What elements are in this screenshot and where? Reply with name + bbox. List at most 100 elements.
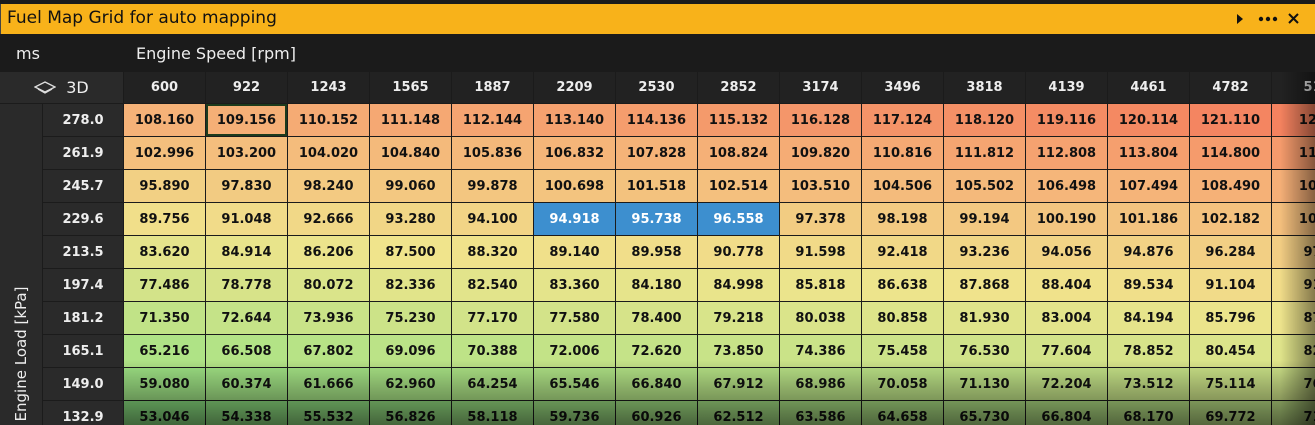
map-cell: 81.930	[944, 302, 1025, 334]
map-cell: 94.918	[534, 203, 615, 235]
map-cell: 83.360	[534, 269, 615, 301]
map-cell: 113.140	[534, 104, 615, 136]
map-cell: 88.320	[452, 236, 533, 268]
map-cell: 78.778	[206, 269, 287, 301]
map-cell: 109.156	[206, 104, 287, 136]
map-cell: 96.558	[698, 203, 779, 235]
column-header: 600	[124, 72, 205, 103]
column-header: 2530	[616, 72, 697, 103]
map-cell: 115	[1272, 137, 1315, 169]
column-header: 51	[1272, 72, 1315, 103]
map-cell: 70.058	[862, 368, 943, 400]
map-cell: 68.986	[780, 368, 861, 400]
map-cell: 106.498	[1026, 170, 1107, 202]
map-cell: 78.400	[616, 302, 697, 334]
column-header: 4461	[1108, 72, 1189, 103]
map-cell: 89.140	[534, 236, 615, 268]
map-cell: 101.186	[1108, 203, 1189, 235]
map-cell: 107.828	[616, 137, 697, 169]
map-cell: 114.800	[1190, 137, 1271, 169]
view-3d-button[interactable]: 3D	[0, 72, 123, 103]
map-cell: 82	[1272, 335, 1315, 367]
column-header: 1243	[288, 72, 369, 103]
row-label: 165.1	[43, 335, 123, 367]
column-header: 3496	[862, 72, 943, 103]
map-cell: 55.532	[288, 401, 369, 425]
map-cell: 80.454	[1190, 335, 1271, 367]
map-cell: 62.960	[370, 368, 451, 400]
window-title: Fuel Map Grid for auto mapping	[7, 8, 277, 28]
map-cell: 104.506	[862, 170, 943, 202]
map-cell: 90.778	[698, 236, 779, 268]
map-cell: 68.170	[1108, 401, 1189, 425]
map-cell: 100.190	[1026, 203, 1107, 235]
map-cell: 80.072	[288, 269, 369, 301]
map-cell: 115.132	[698, 104, 779, 136]
map-cell: 66.840	[616, 368, 697, 400]
map-cell: 77.486	[124, 269, 205, 301]
column-header: 3818	[944, 72, 1025, 103]
map-cell: 93.280	[370, 203, 451, 235]
map-cell: 62.512	[698, 401, 779, 425]
map-cell: 89.756	[124, 203, 205, 235]
map-cell: 89.958	[616, 236, 697, 268]
window-controls[interactable]	[1231, 10, 1311, 28]
map-cell: 75.114	[1190, 368, 1271, 400]
map-cell: 109.820	[780, 137, 861, 169]
map-cell: 65.546	[534, 368, 615, 400]
map-cell: 102.182	[1190, 203, 1271, 235]
map-cell: 72.644	[206, 302, 287, 334]
map-cell: 73.512	[1108, 368, 1189, 400]
map-cell: 67.912	[698, 368, 779, 400]
map-cell: 83.620	[124, 236, 205, 268]
map-cell: 91.104	[1190, 269, 1271, 301]
map-cell: 112.144	[452, 104, 533, 136]
view-3d-text: 3D	[66, 78, 89, 97]
map-cell: 105.502	[944, 170, 1025, 202]
column-header: 4139	[1026, 72, 1107, 103]
row-label: 245.7	[43, 170, 123, 202]
map-cell: 84.194	[1108, 302, 1189, 334]
map-cell: 107.494	[1108, 170, 1189, 202]
map-cell: 66.804	[1026, 401, 1107, 425]
map-cell: 84.180	[616, 269, 697, 301]
map-cell: 104.840	[370, 137, 451, 169]
map-cell: 60.374	[206, 368, 287, 400]
map-cell: 71.350	[124, 302, 205, 334]
row-label: 229.6	[43, 203, 123, 235]
title-bar: Fuel Map Grid for auto mapping	[0, 4, 1315, 34]
map-cell: 71.130	[944, 368, 1025, 400]
map-cell: 86.638	[862, 269, 943, 301]
map-cell: 58.118	[452, 401, 533, 425]
map-cell: 72.204	[1026, 368, 1107, 400]
map-cell: 91.598	[780, 236, 861, 268]
map-cell: 93.236	[944, 236, 1025, 268]
map-cell: 118.120	[944, 104, 1025, 136]
map-cell: 71	[1272, 401, 1315, 425]
map-cell: 110.152	[288, 104, 369, 136]
map-cell: 70.388	[452, 335, 533, 367]
map-cell: 108.824	[698, 137, 779, 169]
map-cell: 69.096	[370, 335, 451, 367]
map-cell: 53.046	[124, 401, 205, 425]
map-cell: 88.404	[1026, 269, 1107, 301]
map-cell: 82.540	[452, 269, 533, 301]
map-cell: 117.124	[862, 104, 943, 136]
map-cell: 92.666	[288, 203, 369, 235]
map-cell: 76	[1272, 368, 1315, 400]
map-cell: 113.804	[1108, 137, 1189, 169]
map-cell: 119.116	[1026, 104, 1107, 136]
map-cell: 87.500	[370, 236, 451, 268]
row-label: 181.2	[43, 302, 123, 334]
map-cell: 84.914	[206, 236, 287, 268]
map-cell: 91.048	[206, 203, 287, 235]
map-cell: 105.836	[452, 137, 533, 169]
map-cell: 54.338	[206, 401, 287, 425]
map-cell: 111.148	[370, 104, 451, 136]
column-header: 3174	[780, 72, 861, 103]
map-cell: 63.586	[780, 401, 861, 425]
map-cell: 94.100	[452, 203, 533, 235]
map-cell: 85.796	[1190, 302, 1271, 334]
map-cell: 97	[1272, 236, 1315, 268]
map-cell: 104.020	[288, 137, 369, 169]
